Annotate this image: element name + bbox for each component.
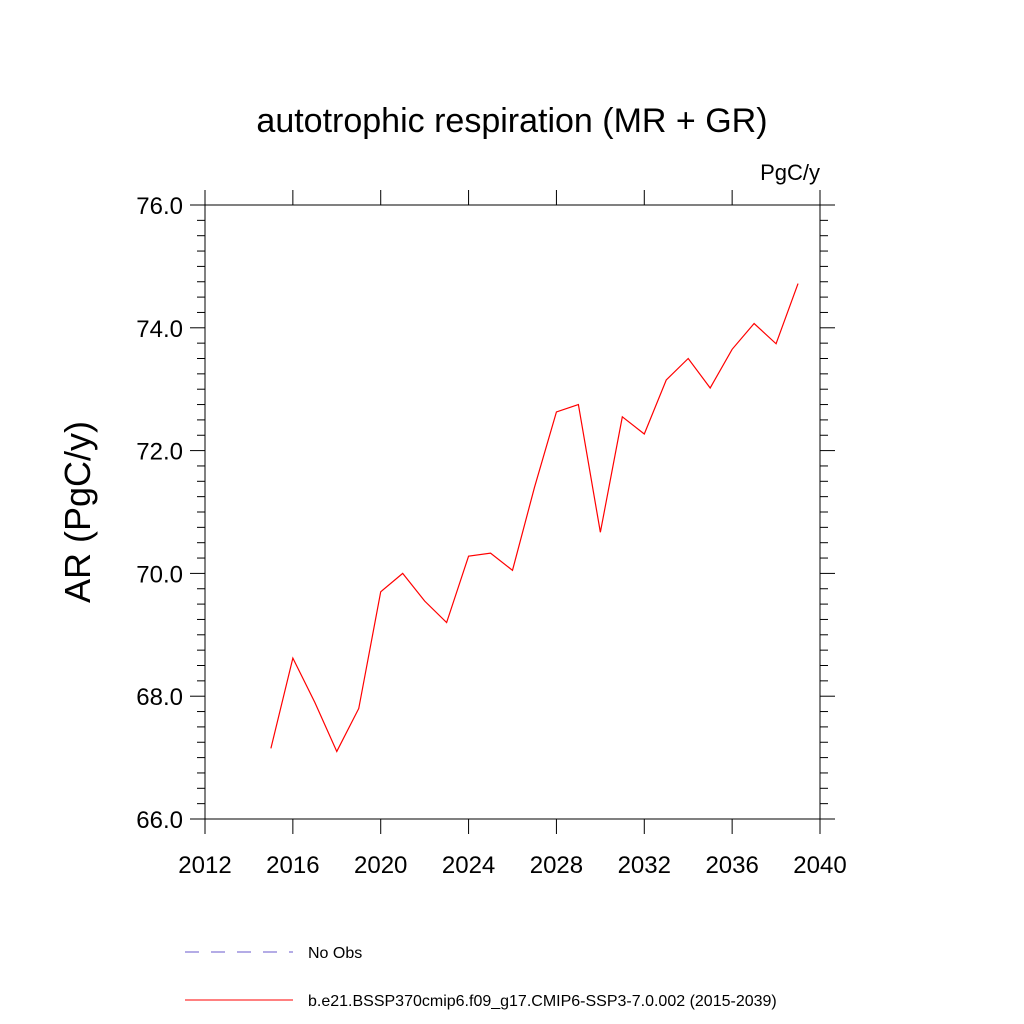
legend: No Obs b.e21.BSSP370cmip6.f09_g17.CMIP6-S…	[185, 945, 777, 1010]
series-layer	[270, 283, 799, 753]
plot-frame	[204, 204, 821, 820]
y-tick-label: 68.0	[136, 684, 183, 711]
y-tick-label: 74.0	[136, 316, 183, 343]
y-tick-label: 66.0	[136, 807, 183, 834]
x-tick-label: 2036	[705, 852, 758, 879]
y-tick-label: 72.0	[136, 439, 183, 466]
y-tick-label: 76.0	[136, 193, 183, 220]
x-tick-label: 2024	[442, 852, 495, 879]
x-tick-label: 2032	[618, 852, 671, 879]
y-tick-label: 70.0	[136, 561, 183, 588]
x-tick-label: 2028	[530, 852, 583, 879]
x-axis: 2012 2016 2020 2024 2028 2032 2036 2040	[178, 190, 847, 879]
series-line	[270, 283, 799, 753]
x-tick-label: 2016	[266, 852, 319, 879]
x-tick-label: 2040	[793, 852, 846, 879]
y-axis: 66.0 68.0 70.0 72.0 74.0 76.0	[136, 193, 835, 834]
legend-label: No Obs	[308, 945, 362, 962]
y-axis-label: AR (PgC/y)	[57, 421, 98, 603]
x-tick-label: 2020	[354, 852, 407, 879]
x-tick-label: 2012	[178, 852, 231, 879]
chart-title: autotrophic respiration (MR + GR)	[256, 102, 767, 140]
legend-label: b.e21.BSSP370cmip6.f09_g17.CMIP6-SSP3-7.…	[308, 993, 777, 1010]
units-label: PgC/y	[760, 160, 820, 185]
